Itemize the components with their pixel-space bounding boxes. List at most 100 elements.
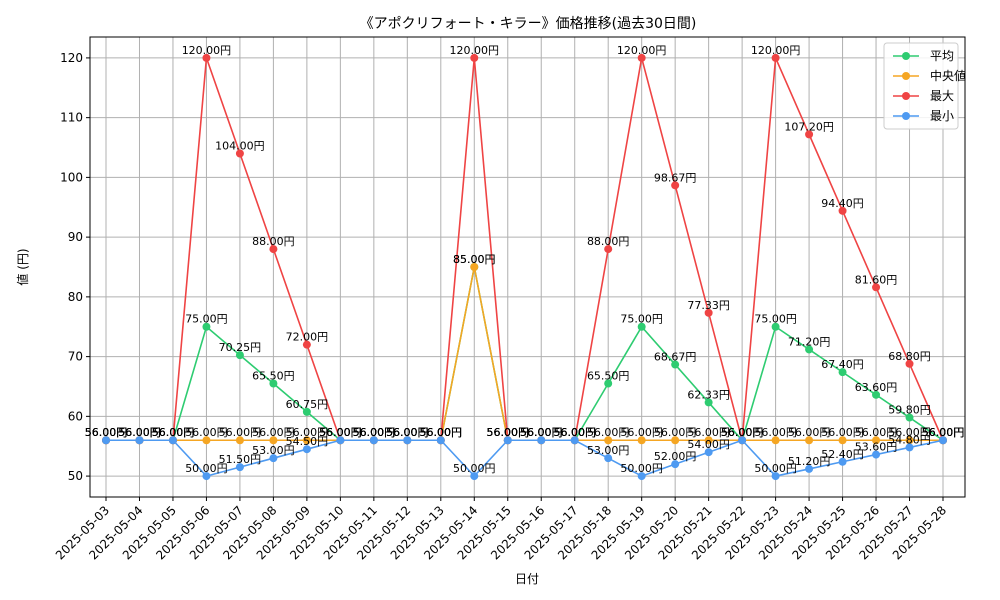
data-label: 65.50円 (587, 369, 630, 382)
data-label: 56.00円 (152, 426, 195, 439)
data-point (872, 450, 881, 459)
x-axis-ticks: 2025-05-032025-05-042025-05-052025-05-06… (53, 497, 949, 562)
legend-marker (902, 92, 910, 100)
data-point (302, 340, 311, 349)
data-label: 56.00円 (487, 426, 530, 439)
data-point (604, 379, 613, 388)
data-point (671, 360, 680, 369)
data-point (235, 463, 244, 472)
data-point (302, 445, 311, 454)
data-label: 56.00円 (118, 426, 161, 439)
data-point (838, 457, 847, 466)
data-label: 56.00円 (553, 426, 596, 439)
data-label: 68.80円 (888, 350, 931, 363)
data-point (302, 407, 311, 416)
data-point (704, 436, 713, 445)
data-label: 94.40円 (821, 197, 864, 210)
data-label: 60.75円 (286, 398, 329, 411)
data-label: 56.00円 (922, 426, 965, 439)
data-point (637, 472, 646, 481)
data-point (235, 436, 244, 445)
data-label: 75.00円 (754, 313, 797, 326)
data-point (671, 436, 680, 445)
data-point (939, 436, 947, 445)
data-label: 56.00円 (922, 426, 965, 439)
data-label: 56.00円 (353, 426, 396, 439)
data-label: 56.00円 (319, 426, 362, 439)
grid (90, 37, 965, 497)
y-axis-title: 値 (円) (15, 248, 30, 285)
data-label: 56.00円 (553, 426, 596, 439)
data-label: 56.00円 (286, 426, 329, 439)
data-label: 53.60円 (855, 441, 898, 454)
data-label: 56.00円 (855, 426, 898, 439)
data-label: 85.00円 (453, 253, 496, 266)
data-point (570, 436, 579, 445)
data-label: 53.00円 (252, 444, 295, 457)
data-point (604, 245, 613, 254)
data-label: 56.00円 (721, 426, 764, 439)
data-point (771, 53, 780, 62)
data-label: 65.50円 (252, 369, 295, 382)
data-label: 56.00円 (219, 426, 262, 439)
data-label: 107.20円 (784, 120, 834, 133)
data-label: 50.00円 (453, 462, 496, 475)
data-point (269, 379, 278, 388)
x-axis-title: 日付 (515, 572, 539, 586)
data-label: 56.00円 (721, 426, 764, 439)
data-label: 56.00円 (487, 426, 530, 439)
data-label: 56.00円 (319, 426, 362, 439)
data-label: 56.00円 (922, 426, 965, 439)
data-label: 56.00円 (420, 426, 463, 439)
data-label: 104.00円 (215, 139, 265, 152)
data-label: 56.00円 (319, 426, 362, 439)
y-tick-label: 60 (68, 409, 83, 423)
data-label: 54.50円 (286, 435, 329, 448)
data-label: 63.60円 (855, 381, 898, 394)
data-point (872, 436, 881, 445)
data-label: 56.00円 (520, 426, 563, 439)
legend-marker (902, 52, 910, 60)
data-point (269, 454, 278, 463)
data-point (537, 436, 546, 445)
data-label: 88.00円 (587, 235, 630, 248)
legend-label: 最大 (930, 89, 954, 103)
data-label: 56.00円 (520, 426, 563, 439)
data-label: 120.00円 (450, 44, 500, 57)
data-label: 56.00円 (118, 426, 161, 439)
data-label: 56.00円 (386, 426, 429, 439)
data-label: 56.00円 (85, 426, 128, 439)
data-point (470, 53, 479, 62)
y-tick-label: 80 (68, 290, 83, 304)
data-label: 52.00円 (654, 450, 697, 463)
data-point (604, 454, 613, 463)
data-label: 56.00円 (118, 426, 161, 439)
data-label: 56.00円 (353, 426, 396, 439)
data-label: 88.00円 (252, 235, 295, 248)
data-label: 72.00円 (286, 331, 329, 344)
data-label: 56.00円 (821, 426, 864, 439)
data-label: 50.00円 (754, 462, 797, 475)
data-label: 53.00円 (587, 444, 630, 457)
legend-marker (902, 72, 910, 80)
data-point (637, 322, 646, 331)
data-point (671, 181, 680, 190)
data-point (905, 443, 914, 452)
data-label: 56.00円 (353, 426, 396, 439)
legend-label: 最小 (930, 109, 954, 123)
data-point (637, 436, 646, 445)
data-labels: 56.00円56.00円56.00円75.00円70.25円65.50円60.7… (85, 44, 965, 475)
data-label: 56.00円 (687, 426, 730, 439)
data-point (838, 436, 847, 445)
y-tick-label: 110 (60, 111, 83, 125)
data-label: 56.00円 (85, 426, 128, 439)
legend-marker (902, 112, 910, 120)
data-point (470, 472, 479, 481)
y-tick-label: 90 (68, 230, 83, 244)
data-point (738, 436, 747, 445)
data-label: 70.25円 (219, 341, 262, 354)
data-point (202, 436, 211, 445)
data-point (403, 436, 412, 445)
data-label: 56.00円 (420, 426, 463, 439)
